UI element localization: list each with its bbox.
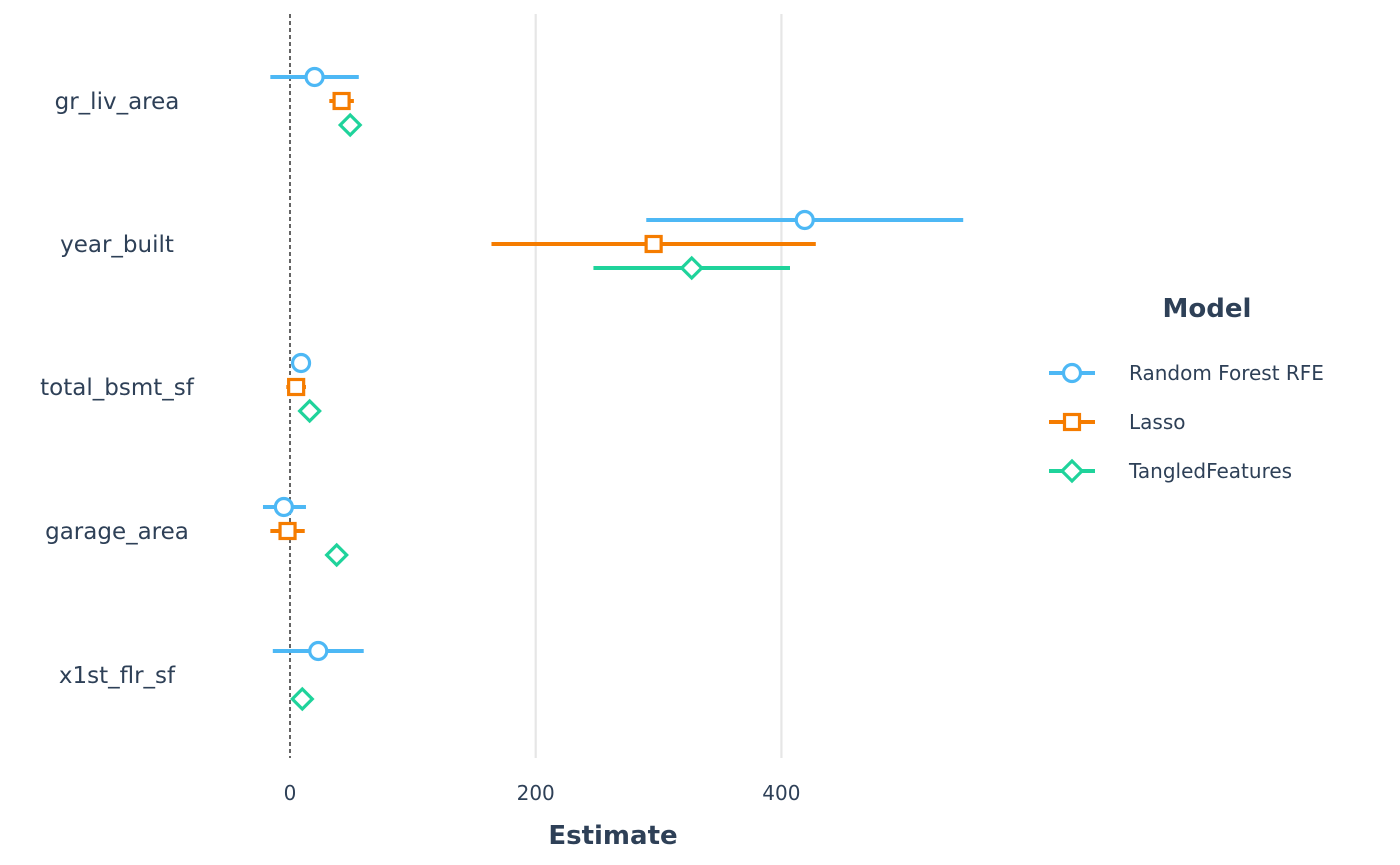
series-square [270,91,816,541]
point-marker [794,209,815,231]
series-diamond [290,112,790,712]
legend-label: Random Forest RFE [1129,361,1324,385]
legend-label: Lasso [1129,410,1185,434]
point-marker [287,377,306,397]
y-axis-labels: gr_liv_area year_built total_bsmt_sfgarage… [40,89,195,689]
legend-key-marker [1062,412,1082,432]
point-marker [644,234,663,254]
legend: Model Random Forest RFE Lasso TangledFeatu… [1049,294,1324,484]
point-marker [308,640,329,662]
point-marker [324,542,349,568]
point-marker [278,521,297,541]
legend-label: TangledFeatures [1128,459,1292,483]
x-tick-label: 0 [284,781,297,805]
x-tick-label: 200 [517,781,555,805]
legend-key-marker [1061,362,1083,384]
point-marker [679,255,704,281]
point-marker [297,398,322,424]
point-marker [337,112,363,138]
point-marker [304,66,325,88]
point-marker [290,352,312,374]
x-axis-title: Estimate [548,821,677,851]
point-marker [273,496,294,518]
series-circle [262,66,964,662]
y-category-label: x1st_flr_sf [59,663,176,689]
legend-item: Lasso [1049,410,1185,434]
point-marker [290,686,315,712]
gridlines [534,14,783,758]
legend-item: TangledFeatures [1049,458,1292,484]
series-marks [262,66,964,712]
y-category-label: total_bsmt_sf [40,375,195,401]
legend-item: Random Forest RFE [1049,361,1324,385]
legend-title: Model [1163,294,1252,324]
x-tick-label: 400 [762,781,800,805]
y-category-label: garage_area [45,519,189,545]
legend-key-marker [1059,458,1085,484]
x-axis-ticks: 0 200 400 [284,781,801,805]
point-marker [332,91,351,111]
y-category-label: gr_liv_area [55,89,180,115]
y-category-label: year_built [60,232,174,258]
